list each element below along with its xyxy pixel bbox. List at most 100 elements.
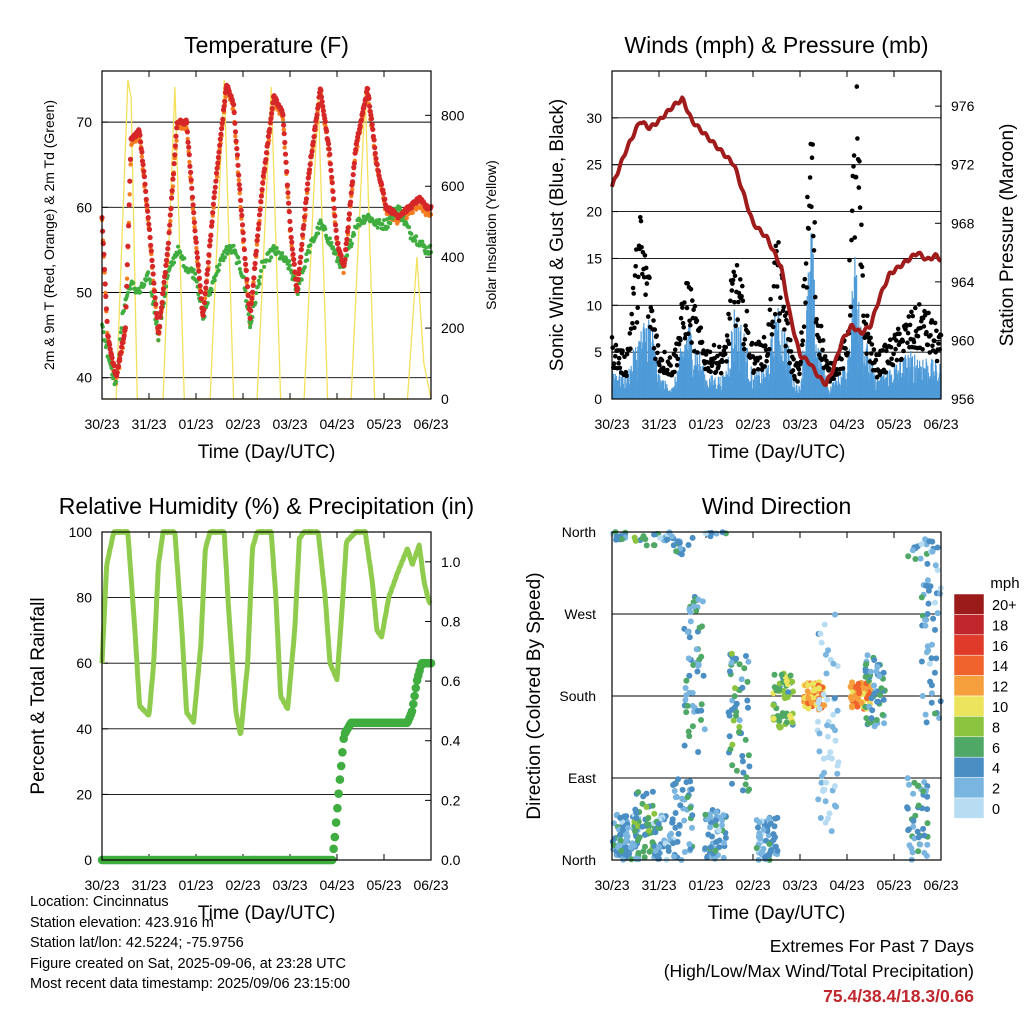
direction-point: [719, 822, 725, 829]
gust-point: [807, 175, 813, 180]
temp-2m-point: [301, 214, 308, 220]
gust-point: [769, 332, 775, 337]
y-tick-label: 80: [76, 590, 92, 606]
y-tick-label: 60: [76, 199, 92, 215]
gust-point: [741, 341, 746, 347]
direction-point: [619, 536, 625, 543]
gust-point: [899, 356, 904, 362]
gust-point: [695, 350, 700, 355]
legend-title: mph: [990, 575, 1019, 592]
direction-point: [633, 809, 640, 816]
dewpoint-point: [191, 267, 196, 272]
direction-point: [868, 715, 875, 722]
x-tick-label: 03/23: [782, 416, 817, 432]
direction-point: [904, 804, 911, 811]
temp-2m-point: [231, 102, 237, 108]
legend-swatch: [953, 736, 985, 758]
direction-point: [878, 685, 885, 692]
gust-point: [910, 313, 915, 319]
temp-2m-point: [257, 207, 263, 213]
temp-2m-point: [298, 247, 304, 253]
gust-point: [929, 318, 935, 323]
dewpoint-point: [131, 281, 136, 285]
direction-point: [924, 793, 931, 800]
direction-point: [682, 697, 689, 703]
temp-2m-point: [331, 196, 337, 202]
y-tick-label: West: [564, 606, 596, 622]
temp-2m-point: [234, 152, 240, 158]
station-latlon: Station lat/lon: 42.5224; -75.9756: [30, 935, 244, 952]
precip-point: [334, 789, 343, 798]
temp-2m-point: [362, 101, 368, 107]
direction-point: [820, 691, 827, 698]
direction-point: [716, 844, 723, 851]
temp-2m-point: [101, 266, 108, 273]
x-tick-label: 06/23: [413, 416, 448, 432]
dewpoint-point: [237, 260, 242, 265]
direction-point: [925, 587, 932, 594]
gust-point: [742, 337, 748, 342]
direction-point: [828, 828, 835, 835]
precip-point: [335, 775, 345, 784]
gust-point: [708, 369, 713, 375]
direction-point: [711, 855, 718, 862]
direction-point: [698, 717, 704, 723]
gust-point: [900, 339, 906, 344]
direction-point: [684, 794, 691, 801]
precip-point: [330, 832, 340, 842]
x-tick-label: 06/23: [923, 416, 958, 432]
dewpoint-point: [420, 239, 425, 244]
temp-9m-point: [194, 245, 199, 251]
temp-2m-point: [234, 146, 240, 152]
direction-point: [642, 843, 648, 850]
x-tick-label: 31/23: [641, 416, 676, 432]
gust-point: [809, 155, 815, 160]
temp-9m-point: [341, 270, 346, 276]
direction-point: [764, 823, 771, 830]
gust-point: [727, 316, 733, 321]
direction-point: [704, 816, 711, 823]
chart-title: Winds (mph) & Pressure (mb): [624, 32, 928, 58]
temp-2m-point: [220, 116, 226, 122]
gust-point: [764, 358, 769, 364]
temp-2m-point: [260, 173, 266, 179]
gust-point: [629, 311, 634, 317]
dewpoint-point: [237, 267, 242, 271]
direction-point: [914, 783, 921, 789]
temp-2m-point: [141, 168, 147, 174]
dewpoint-point: [400, 217, 405, 222]
temp-2m-point: [167, 222, 173, 228]
temp-2m-point: [117, 356, 123, 362]
direction-point: [905, 553, 912, 560]
direction-point: [862, 673, 869, 680]
direction-point: [695, 596, 702, 603]
direction-point: [698, 653, 705, 660]
dewpoint-point: [138, 290, 143, 295]
direction-point: [929, 641, 935, 648]
gust-point: [684, 305, 690, 311]
direction-point: [904, 775, 911, 782]
dewpoint-point: [424, 245, 429, 250]
temp-2m-point: [267, 126, 273, 132]
gust-point: [739, 294, 744, 299]
temp-9m-point: [174, 138, 179, 143]
gust-point: [799, 342, 805, 348]
gust-point: [851, 153, 857, 158]
temp-2m-point: [236, 182, 242, 188]
temp-2m-point: [287, 218, 293, 224]
direction-point: [696, 624, 703, 631]
gust-point: [630, 321, 635, 326]
y2-tick-label: 960: [951, 332, 975, 348]
temp-2m-point: [344, 236, 350, 242]
temp-9m-point: [237, 191, 242, 196]
direction-point: [729, 741, 736, 748]
temp-2m-point: [296, 266, 302, 272]
direction-point: [742, 781, 749, 788]
gust-point: [738, 277, 743, 282]
y2-tick-label: 400: [441, 249, 465, 265]
direction-point: [701, 726, 708, 733]
dewpoint-point: [264, 258, 269, 263]
temp-2m-point: [294, 285, 301, 291]
temp-2m-point: [150, 271, 156, 277]
gust-point: [716, 363, 721, 369]
